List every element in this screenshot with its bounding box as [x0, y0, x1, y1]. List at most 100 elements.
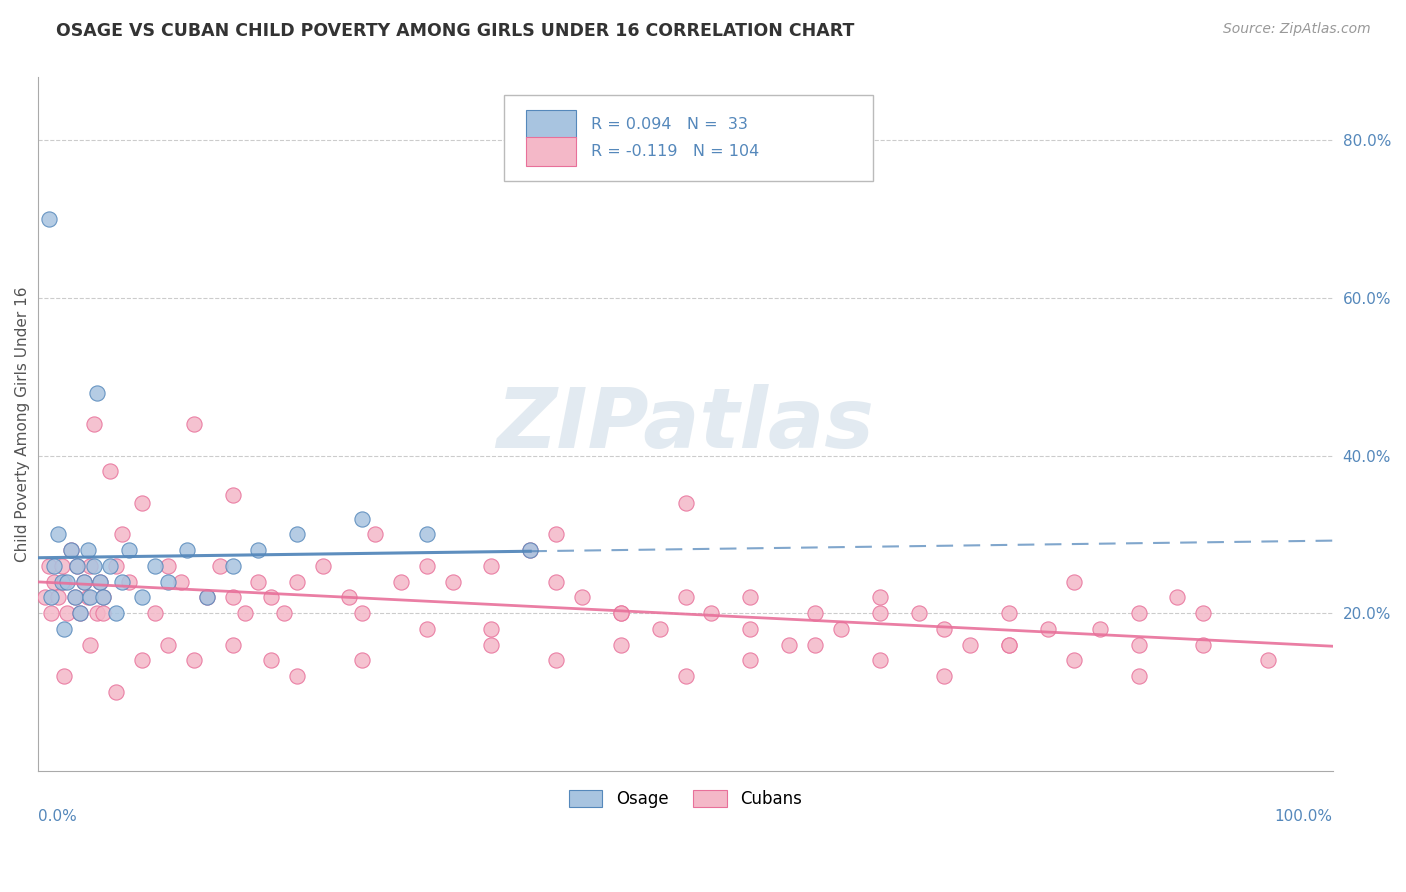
Cubans — [479, 558, 502, 573]
Y-axis label: Child Poverty Among Girls Under 16: Child Poverty Among Girls Under 16 — [15, 286, 30, 562]
Cubans — [350, 653, 373, 667]
Cubans — [350, 606, 373, 620]
Cubans — [105, 558, 128, 573]
Osage — [42, 558, 65, 573]
Cubans — [143, 606, 166, 620]
Cubans — [740, 653, 762, 667]
Osage — [285, 527, 308, 541]
Cubans — [389, 574, 412, 589]
Cubans — [111, 527, 134, 541]
Osage — [83, 558, 105, 573]
Osage — [66, 558, 89, 573]
Cubans — [479, 622, 502, 636]
Osage — [38, 212, 60, 227]
Legend: Osage, Cubans: Osage, Cubans — [562, 783, 808, 814]
Cubans — [69, 606, 91, 620]
Cubans — [675, 591, 697, 605]
Cubans — [156, 558, 179, 573]
Cubans — [98, 464, 121, 478]
Cubans — [934, 622, 956, 636]
Cubans — [221, 638, 243, 652]
Cubans — [1128, 606, 1150, 620]
Bar — [526, 137, 575, 166]
Osage — [63, 591, 86, 605]
Cubans — [79, 558, 101, 573]
Cubans — [869, 606, 891, 620]
Cubans — [56, 606, 79, 620]
Cubans — [804, 606, 827, 620]
Osage — [39, 591, 62, 605]
Cubans — [91, 591, 114, 605]
Cubans — [700, 606, 723, 620]
Text: OSAGE VS CUBAN CHILD POVERTY AMONG GIRLS UNDER 16 CORRELATION CHART: OSAGE VS CUBAN CHILD POVERTY AMONG GIRLS… — [56, 22, 855, 40]
Osage — [111, 574, 134, 589]
Osage — [56, 574, 79, 589]
Text: 0.0%: 0.0% — [38, 809, 77, 824]
Osage — [72, 574, 94, 589]
Cubans — [105, 685, 128, 699]
Cubans — [1192, 638, 1215, 652]
Text: Source: ZipAtlas.com: Source: ZipAtlas.com — [1223, 22, 1371, 37]
Osage — [91, 591, 114, 605]
Osage — [98, 558, 121, 573]
Cubans — [42, 574, 65, 589]
Osage — [143, 558, 166, 573]
Cubans — [1036, 622, 1059, 636]
Cubans — [89, 574, 111, 589]
Cubans — [183, 417, 205, 431]
Cubans — [156, 638, 179, 652]
Bar — [526, 110, 575, 139]
Cubans — [72, 574, 94, 589]
Cubans — [170, 574, 193, 589]
Cubans — [39, 606, 62, 620]
Cubans — [804, 638, 827, 652]
Cubans — [519, 543, 541, 558]
Osage — [53, 622, 76, 636]
Osage — [51, 574, 73, 589]
Cubans — [1063, 653, 1085, 667]
Text: 100.0%: 100.0% — [1275, 809, 1333, 824]
Cubans — [260, 653, 283, 667]
Osage — [247, 543, 270, 558]
Cubans — [869, 653, 891, 667]
Cubans — [183, 653, 205, 667]
Osage — [221, 558, 243, 573]
Cubans — [273, 606, 295, 620]
Osage — [89, 574, 111, 589]
Cubans — [53, 574, 76, 589]
Cubans — [610, 606, 633, 620]
FancyBboxPatch shape — [505, 95, 873, 181]
Osage — [415, 527, 437, 541]
Cubans — [285, 574, 308, 589]
Cubans — [38, 558, 60, 573]
Cubans — [195, 591, 218, 605]
Osage — [350, 511, 373, 525]
Text: R = 0.094   N =  33: R = 0.094 N = 33 — [591, 117, 748, 132]
Cubans — [118, 574, 141, 589]
Cubans — [441, 574, 464, 589]
Cubans — [546, 527, 568, 541]
Cubans — [79, 638, 101, 652]
Cubans — [546, 574, 568, 589]
Cubans — [740, 622, 762, 636]
Cubans — [415, 622, 437, 636]
Osage — [79, 591, 101, 605]
Cubans — [610, 606, 633, 620]
Osage — [131, 591, 153, 605]
Cubans — [1192, 606, 1215, 620]
Cubans — [415, 558, 437, 573]
Cubans — [91, 606, 114, 620]
Cubans — [34, 591, 56, 605]
Osage — [59, 543, 82, 558]
Cubans — [76, 591, 98, 605]
Cubans — [675, 669, 697, 683]
Cubans — [998, 638, 1021, 652]
Cubans — [337, 591, 360, 605]
Osage — [519, 543, 541, 558]
Cubans — [83, 417, 105, 431]
Cubans — [285, 669, 308, 683]
Cubans — [998, 606, 1021, 620]
Cubans — [131, 653, 153, 667]
Osage — [156, 574, 179, 589]
Osage — [86, 385, 108, 400]
